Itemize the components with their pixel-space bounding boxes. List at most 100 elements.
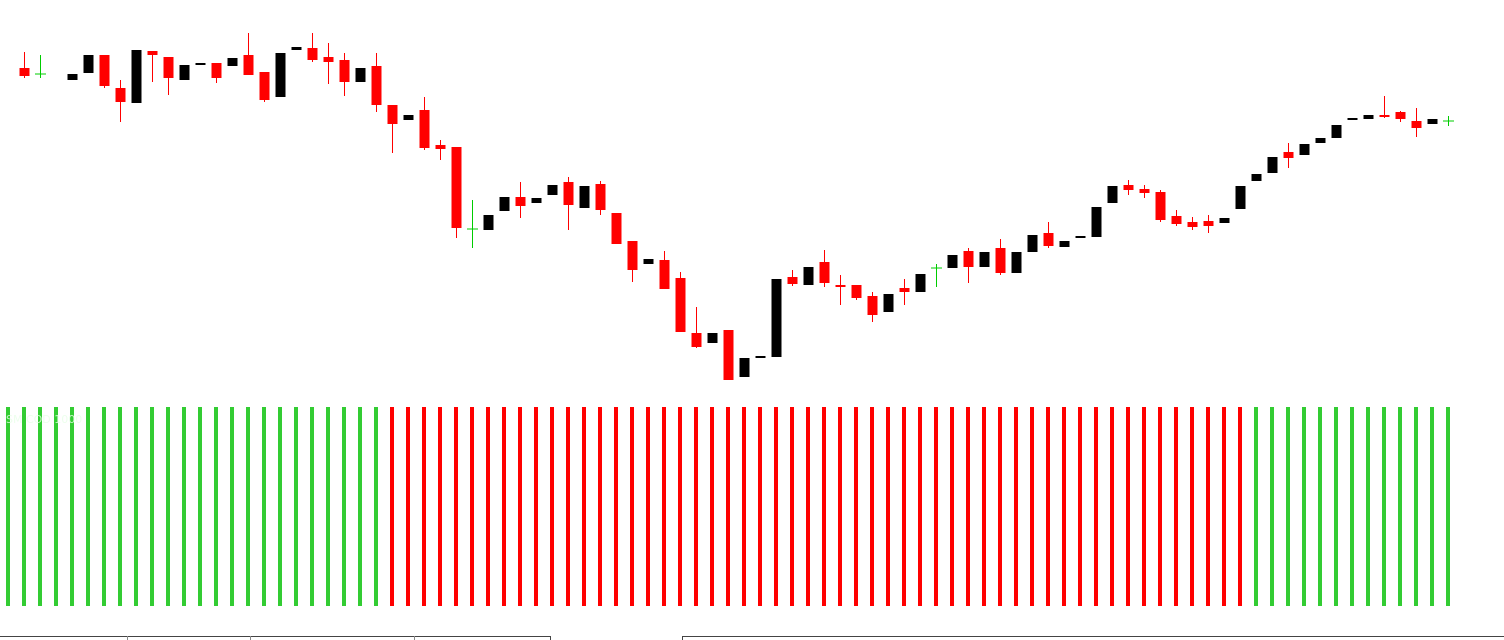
indicator-bar <box>470 407 474 606</box>
indicator-bar <box>358 407 362 606</box>
candle-body <box>499 197 510 211</box>
indicator-bar <box>1382 407 1386 606</box>
indicator-bar <box>1254 407 1258 606</box>
indicator-bar <box>790 407 794 606</box>
candle-body <box>83 55 94 73</box>
candle-body <box>867 296 878 315</box>
indicator-bar <box>1014 407 1018 606</box>
candle-body <box>131 50 142 103</box>
candle-body <box>179 65 190 80</box>
candle-body <box>1123 185 1134 190</box>
indicator-bar <box>646 407 650 606</box>
candle-body <box>851 285 862 298</box>
candle-body <box>1347 118 1358 120</box>
candle-body <box>1395 112 1406 119</box>
indicator-bar <box>1350 407 1354 606</box>
indicator-bar <box>390 407 394 606</box>
candle-body <box>67 74 78 80</box>
candle-body <box>1107 186 1118 203</box>
indicator-bar <box>1078 407 1082 606</box>
indicator-bar <box>902 407 906 606</box>
candle-body <box>707 333 718 343</box>
indicator-bar <box>454 407 458 606</box>
indicator-bar <box>1062 407 1066 606</box>
candle-body <box>1059 241 1070 247</box>
candle-body <box>1283 152 1294 158</box>
indicator-bar <box>1206 407 1210 606</box>
candle-body <box>915 274 926 292</box>
candle-body <box>243 55 254 75</box>
candle-body <box>1235 186 1246 209</box>
indicator-bar <box>934 407 938 606</box>
candle-body <box>819 262 830 283</box>
indicator-bar <box>950 407 954 606</box>
candle-body <box>771 279 782 357</box>
indicator-bar <box>822 407 826 606</box>
indicator-bar <box>886 407 890 606</box>
indicator-bar <box>1158 407 1162 606</box>
candle-body <box>963 251 974 267</box>
indicator-bar <box>774 407 778 606</box>
indicator-bar <box>726 407 730 606</box>
candle-body <box>723 330 734 380</box>
candle-body <box>307 48 318 60</box>
candle-body <box>275 53 286 97</box>
candle-body <box>435 145 446 149</box>
candle-body <box>1155 192 1166 220</box>
indicator-bar <box>6 407 10 606</box>
candle-body <box>803 267 814 285</box>
indicator-bar <box>102 407 106 606</box>
indicator-bar <box>486 407 490 606</box>
indicator-bar <box>870 407 874 606</box>
indicator-bar <box>614 407 618 606</box>
candle-body <box>19 68 30 76</box>
indicator-bar <box>742 407 746 606</box>
indicator-bar <box>1174 407 1178 606</box>
indicator-bar <box>550 407 554 606</box>
indicator-bar <box>310 407 314 606</box>
indicator-bar <box>262 407 266 606</box>
indicator-bar <box>38 407 42 606</box>
candle-body <box>611 213 622 244</box>
candle-body <box>1043 233 1054 246</box>
indicator-bar <box>422 407 426 606</box>
candle-body <box>403 115 414 120</box>
indicator-bar <box>806 407 810 606</box>
candle-body <box>371 66 382 105</box>
candle-body <box>1411 121 1422 128</box>
indicator-bar <box>1318 407 1322 606</box>
indicator-bar <box>326 407 330 606</box>
indicator-bar <box>278 407 282 606</box>
indicator-bar <box>1094 407 1098 606</box>
candle-body <box>1139 189 1150 193</box>
indicator-bar <box>1046 407 1050 606</box>
indicator-bar <box>150 407 154 606</box>
indicator-bar <box>854 407 858 606</box>
indicator-bar <box>118 407 122 606</box>
indicator-bar <box>182 407 186 606</box>
indicator-bar <box>662 407 666 606</box>
indicator-bar <box>966 407 970 606</box>
candle-body <box>899 288 910 292</box>
candle-body <box>259 72 270 100</box>
candle-body <box>835 285 846 287</box>
indicator-bar <box>1334 407 1338 606</box>
candle-body <box>627 241 638 270</box>
indicator-bar <box>1126 407 1130 606</box>
candle-body <box>979 252 990 267</box>
candle-body <box>691 333 702 347</box>
indicator-bar <box>982 407 986 606</box>
indicator-bar <box>758 407 762 606</box>
indicator-bar <box>1446 407 1450 606</box>
candle-body <box>1251 174 1262 181</box>
indicator-bar <box>694 407 698 606</box>
candle-body <box>675 278 686 332</box>
indicator-bar <box>1302 407 1306 606</box>
candle-body <box>483 215 494 230</box>
indicator-bar <box>374 407 378 606</box>
indicator-bar <box>1414 407 1418 606</box>
indicator-bar <box>1270 407 1274 606</box>
indicator-label: SM COD 1000 <box>6 413 82 426</box>
candle-body <box>147 51 158 55</box>
